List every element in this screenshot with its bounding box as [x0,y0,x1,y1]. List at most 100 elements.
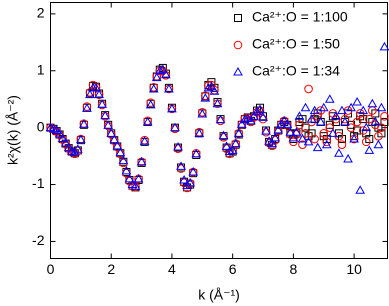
point [179,174,189,184]
point [112,140,123,150]
point [331,111,341,120]
point [324,94,335,103]
point [57,133,68,142]
point [103,120,114,129]
x-tick-label: 8 [289,261,297,277]
point [161,69,171,79]
point [289,137,298,147]
point [146,98,155,107]
point [200,93,211,102]
point [337,105,347,115]
point [151,72,162,82]
point [297,134,308,143]
point [300,102,311,112]
point [149,82,159,92]
legend-label: Ca²⁺:O = 1:100 [252,9,348,25]
point [236,119,247,128]
point [312,142,323,152]
point [109,134,120,144]
point [373,139,384,149]
point [197,108,208,118]
y-tick-label: 0 [37,118,45,134]
point [154,65,165,75]
point [377,129,386,138]
x-axis-label: k (Å⁻¹) [198,287,240,303]
point [273,124,284,134]
point [118,155,129,165]
point [340,114,350,124]
point [164,83,174,93]
point [72,144,83,153]
point [364,145,375,154]
point [294,111,305,120]
point [315,116,326,126]
point [218,130,229,140]
point [75,134,86,144]
point [94,89,104,99]
point [209,86,220,95]
point [343,153,353,163]
point [282,119,293,128]
point [246,115,256,125]
point [258,112,268,121]
y-tick-label: 1 [37,61,45,77]
point [145,99,156,109]
point [322,137,332,147]
point [279,115,290,125]
point [346,123,356,132]
point [239,114,250,124]
x-tick-label: 10 [346,261,362,277]
point [121,165,132,175]
point [158,66,168,76]
legend-marker [233,66,243,76]
point [139,136,150,145]
point [325,123,335,132]
point [188,167,199,176]
x-tick-label: 2 [107,261,115,277]
point [130,181,141,190]
point [367,98,378,108]
point [303,136,314,146]
y-tick-label: 2 [37,5,45,21]
point [379,41,389,51]
point [201,91,210,101]
point [198,107,207,117]
point [252,106,262,116]
point [167,103,177,113]
point [337,135,346,144]
point [148,83,159,93]
point [358,105,369,115]
point [170,124,180,134]
point [310,134,319,144]
point [318,102,329,112]
legend-marker [233,40,243,50]
point [97,99,107,108]
point [327,128,338,137]
point [136,156,147,166]
point [361,122,372,132]
point [227,145,238,154]
y-axis-label: k²χ(k) (Å⁻²) [5,95,21,165]
point [309,105,320,115]
point [157,64,168,74]
point [176,161,186,170]
point [337,140,347,150]
point [325,120,334,129]
point [100,110,111,120]
point [194,128,205,137]
point [60,138,71,147]
x-tick-label: 0 [47,261,55,277]
point [82,102,92,111]
point [370,116,381,126]
point [376,102,387,112]
point [51,125,62,134]
point [346,102,356,112]
point [261,127,271,137]
point [63,142,74,152]
point [79,119,89,128]
point [106,128,117,137]
legend-label: Ca²⁺:O = 1:50 [252,36,340,52]
point [182,180,192,190]
point [185,177,196,187]
